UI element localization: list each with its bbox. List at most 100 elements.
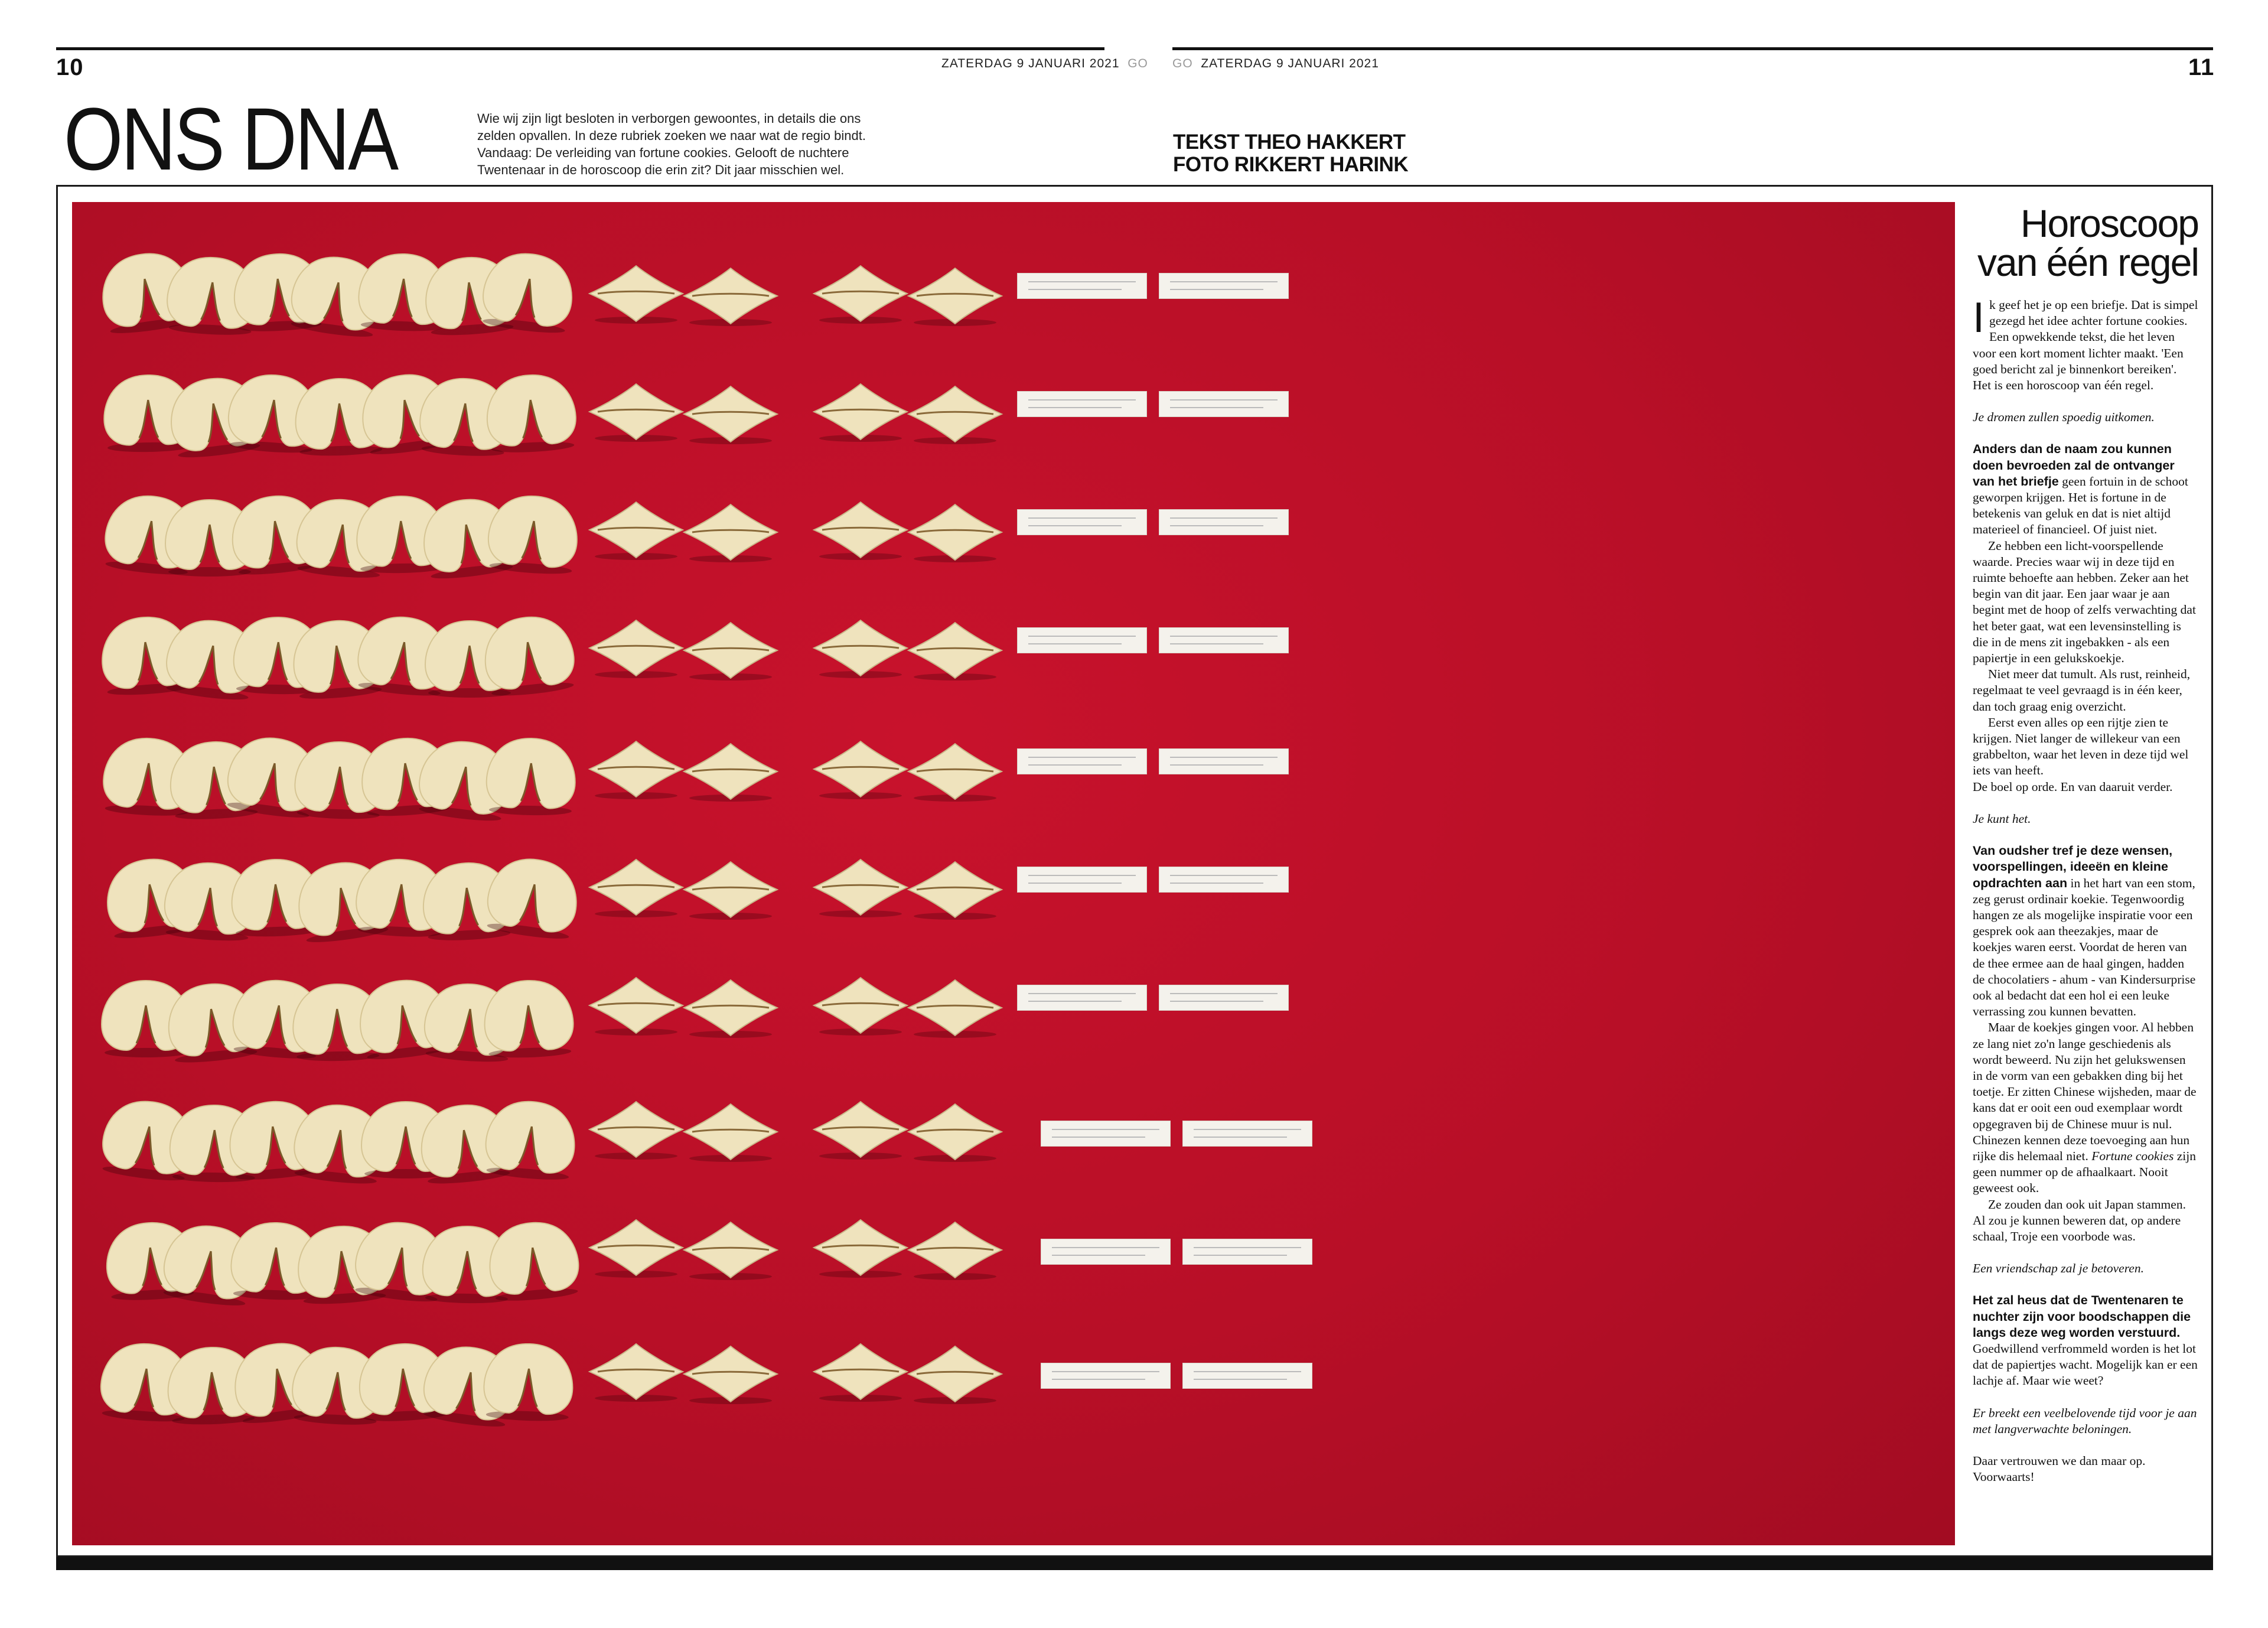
- fortune-cookie: [477, 968, 580, 1060]
- opened-fortune-cookie: [680, 1099, 781, 1164]
- opened-fortune-cookie: [586, 1339, 686, 1404]
- headline-line-2: van één regel: [1977, 240, 2199, 284]
- fortune-cookie: [285, 1090, 395, 1189]
- fortune-cookie: [412, 483, 522, 584]
- opened-fortune-cookie: [905, 618, 1005, 683]
- article-paragraph: Maar de koekjes gingen voor. Al hebben z…: [1973, 1020, 2198, 1196]
- fortune-slip: [1182, 1363, 1312, 1389]
- opened-fortune-cookie: [810, 379, 911, 444]
- opened-fortune-cookie: [905, 975, 1005, 1040]
- fortune-cookie: [477, 842, 589, 944]
- article-paragraph: Anders dan de naam zou kunnen doen bevro…: [1973, 441, 2198, 538]
- fortune-slip: [1159, 509, 1289, 535]
- left-date: ZATERDAG 9 JANUARI 2021: [941, 57, 1120, 70]
- paragraph-text: Goedwillend verfrommeld worden is het lo…: [1973, 1341, 2198, 1388]
- opened-fortune-cookie: [680, 857, 781, 922]
- fortune-cookie: [159, 489, 260, 578]
- fortune-cookie: [97, 364, 200, 454]
- opened-fortune-cookie: [810, 261, 911, 326]
- fortune-cookie: [346, 1206, 456, 1307]
- opened-fortune-cookie: [810, 616, 911, 680]
- opened-fortune-cookie: [586, 379, 686, 444]
- fortune-quote: Je dromen zullen spoedig uitkomen.: [1973, 410, 2155, 425]
- fortune-slip: [1182, 1239, 1312, 1265]
- section-lead: Van oudsher tref je deze wensen, voorspe…: [1973, 844, 2173, 890]
- photo-credit: FOTO RIKKERT HARINK: [1173, 153, 1409, 176]
- fortune-cookie: [93, 1085, 203, 1186]
- paragraph-text: in het hart van een stom, zeg gerust ord…: [1973, 875, 2196, 1019]
- article-paragraph: Het zal heus dat de Twentenaren te nucht…: [1973, 1292, 2198, 1389]
- left-page-number: 10: [56, 54, 84, 80]
- opened-fortune-cookie: [905, 1217, 1005, 1282]
- article-paragraph: Van oudsher tref je deze wensen, voorspe…: [1973, 843, 2198, 1020]
- fortune-slip: [1159, 273, 1289, 299]
- fortune-slip: [1017, 748, 1147, 774]
- article-paragraph: Ze hebben een licht-voorspellende waarde…: [1973, 538, 2196, 666]
- opened-fortune-cookie: [586, 616, 686, 680]
- fortune-slip: [1159, 627, 1289, 653]
- fortune-cookie: [286, 973, 389, 1063]
- fortune-slip: [1017, 391, 1147, 417]
- fortune-cookie: [348, 846, 454, 940]
- article-paragraph: Voorwaarts!: [1973, 1470, 2035, 1484]
- fortune-slip: [1017, 627, 1147, 653]
- opened-fortune-cookie: [905, 1342, 1005, 1406]
- fortune-cookie: [154, 1209, 265, 1311]
- article-headline: Horoscoop van één regel: [1973, 204, 2199, 284]
- fortune-cookie: [157, 604, 267, 705]
- section-lead: Anders dan de naam zou kunnen doen bevro…: [1973, 442, 2175, 489]
- opened-fortune-cookie: [905, 500, 1005, 565]
- fortune-cookie: [415, 850, 520, 944]
- fortune-cookie: [478, 362, 584, 456]
- dropcap: I: [1973, 294, 1985, 341]
- italic-term: Fortune cookies: [2091, 1148, 2174, 1163]
- opened-fortune-cookie: [680, 1342, 781, 1406]
- fortune-cookie: [480, 1208, 587, 1305]
- fortune-cookie: [480, 482, 586, 577]
- article-paragraph: Daar vertrouwen we dan maar op.: [1973, 1454, 2146, 1468]
- spread-frame: [56, 185, 2213, 1557]
- fortune-cookie: [409, 725, 520, 826]
- fortune-cookie: [224, 1210, 327, 1303]
- fortune-slip: [1159, 867, 1289, 893]
- fortune-slip: [1017, 867, 1147, 893]
- fortune-slip: [1017, 509, 1147, 535]
- fortune-slip: [1041, 1239, 1171, 1265]
- bottom-rule: [56, 1557, 2213, 1570]
- left-section-label: GO: [1128, 57, 1148, 70]
- credits: TEKST THEO HAKKERT FOTO RIKKERT HARINK: [1173, 131, 1409, 176]
- fortune-cookie: [477, 1331, 580, 1424]
- section-lead: Het zal heus dat de Twentenaren te nucht…: [1973, 1293, 2191, 1340]
- rubric-intro: Wie wij zijn ligt besloten in verborgen …: [477, 111, 866, 177]
- opened-fortune-cookie: [680, 618, 781, 683]
- paragraph-text: Maar de koekjes gingen voor. Al hebben z…: [1973, 1020, 2197, 1163]
- opened-fortune-cookie: [905, 382, 1005, 447]
- fortune-slip: [1159, 748, 1289, 774]
- opened-fortune-cookie: [905, 739, 1005, 804]
- fortune-cookie-photo: [72, 202, 1955, 1545]
- article-paragraph: De boel op orde. En van daaruit verder.: [1973, 779, 2173, 794]
- left-top-rule: [56, 47, 1104, 50]
- fortune-slip: [1041, 1363, 1171, 1389]
- fortune-slip: [1159, 391, 1289, 417]
- fortune-cookie: [350, 485, 452, 575]
- fortune-slip: [1017, 273, 1147, 299]
- fortune-quote: Je kunt het.: [1973, 811, 2031, 826]
- fortune-cookie: [288, 730, 391, 822]
- opened-fortune-cookie: [810, 1215, 911, 1280]
- opened-fortune-cookie: [586, 855, 686, 920]
- fortune-cookie: [480, 727, 582, 818]
- left-dateline: ZATERDAG 9 JANUARI 2021 GO: [941, 57, 1148, 71]
- opened-fortune-cookie: [810, 737, 911, 802]
- opened-fortune-cookie: [586, 497, 686, 562]
- paragraph-text: zijn geen nummer op de afhaalkaart. Nooi…: [1973, 1148, 2196, 1196]
- fortune-cookie: [96, 725, 201, 819]
- fortune-slip: [1182, 1121, 1312, 1147]
- opened-fortune-cookie: [810, 1097, 911, 1162]
- paragraph-text: geen fortuin in de schoot geworpen krijg…: [1973, 474, 2188, 537]
- article-paragraph: Niet meer dat tumult. Als rust, reinheid…: [1973, 667, 2191, 714]
- right-page-number: 11: [2188, 54, 2215, 80]
- opened-fortune-cookie: [810, 1339, 911, 1404]
- opened-fortune-cookie: [586, 737, 686, 802]
